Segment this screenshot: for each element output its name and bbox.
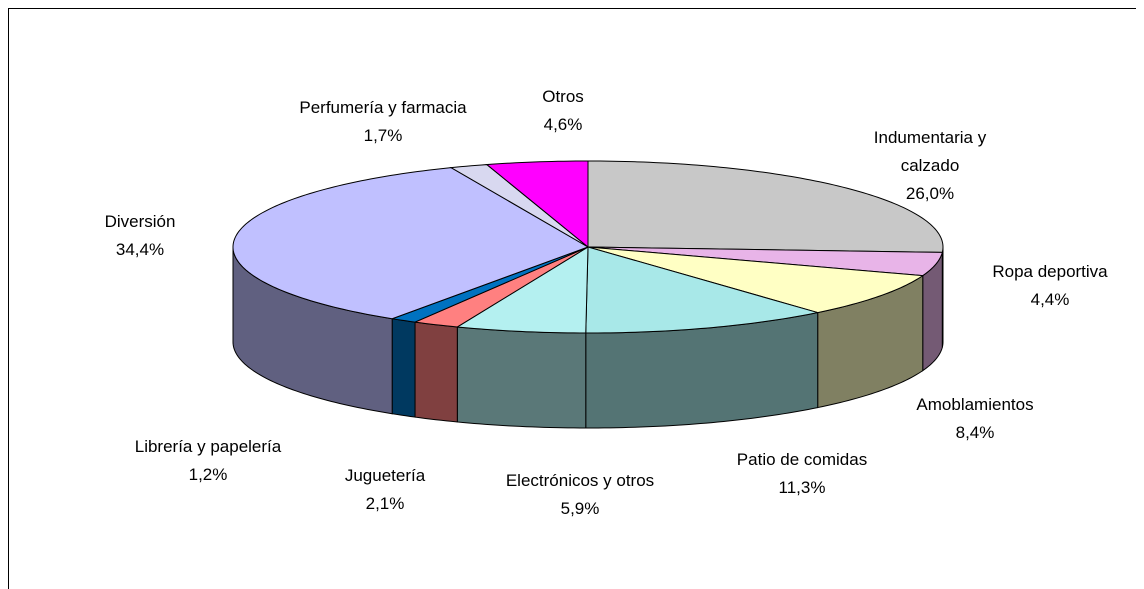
category-label: Indumentaria y calzado <box>873 128 987 175</box>
value-label: 11,3% <box>778 478 826 497</box>
slice <box>585 246 818 334</box>
category-label: Patio de comidas <box>736 450 868 469</box>
value-label: 1,7% <box>363 126 403 145</box>
data-label: Indumentaria y calzado 26,0% <box>855 124 1005 208</box>
value-label: 4,4% <box>1030 290 1070 309</box>
category-label: Electrónicos y otros <box>505 471 655 490</box>
slice <box>587 160 944 253</box>
value-label: 4,6% <box>543 115 583 134</box>
data-label: Amoblamientos 8,4% <box>875 391 1075 447</box>
data-label: Otros 4,6% <box>463 83 663 139</box>
data-label: Patio de comidas 11,3% <box>702 446 902 502</box>
data-label: Ropa deportiva 4,4% <box>950 258 1144 314</box>
data-label: Librería y papelería 1,2% <box>98 433 318 489</box>
value-label: 26,0% <box>905 184 955 203</box>
category-label: Otros <box>542 87 584 106</box>
value-label: 5,9% <box>560 499 600 518</box>
category-label: Librería y papelería <box>134 437 282 456</box>
value-label: 2,1% <box>365 494 405 513</box>
category-label: Juguetería <box>344 466 426 485</box>
value-label: 8,4% <box>955 423 995 442</box>
slice <box>455 246 589 334</box>
data-label: Diversión 34,4% <box>40 208 240 264</box>
slice-side <box>456 326 587 429</box>
slice <box>232 167 590 320</box>
value-label: 34,4% <box>115 240 165 259</box>
data-label: Juguetería 2,1% <box>285 462 485 518</box>
slice-side <box>391 318 416 418</box>
category-label: Diversión <box>104 212 176 231</box>
slice <box>413 246 589 328</box>
slice <box>485 160 589 249</box>
chart-frame <box>8 8 1136 589</box>
slice-side <box>414 321 458 423</box>
category-label: Ropa deportiva <box>992 262 1108 281</box>
category-label: Perfumería y farmacia <box>299 98 467 117</box>
category-label: Amoblamientos <box>916 395 1034 414</box>
data-label: Electrónicos y otros 5,9% <box>470 467 690 523</box>
slice <box>449 164 589 248</box>
value-label: 1,2% <box>188 465 228 484</box>
data-label: Perfumería y farmacia 1,7% <box>253 94 513 150</box>
slice <box>587 246 925 314</box>
